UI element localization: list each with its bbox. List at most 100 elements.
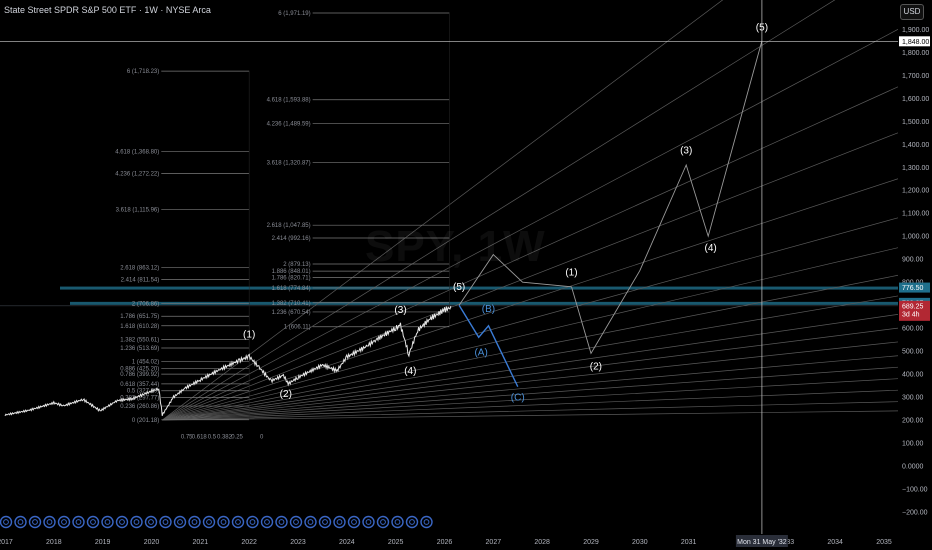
x-tick-label: 2026 (437, 539, 453, 546)
wave-label: (4) (705, 243, 717, 254)
y-tick-label: 1,000.00 (902, 234, 929, 241)
event-marker-icon[interactable] (217, 515, 230, 529)
y-tick-label: −100.00 (902, 487, 928, 494)
fan-line (162, 274, 899, 421)
event-marker-icon[interactable] (72, 515, 85, 529)
y-tick-label: 600.00 (902, 326, 924, 333)
event-marker-icon[interactable] (202, 515, 216, 529)
fib-bottom-label: 0.25 (231, 435, 243, 441)
fan-line (162, 410, 899, 421)
event-marker-inner (409, 519, 415, 525)
crosshair-price-badge-bg (899, 36, 930, 47)
event-marker-inner (235, 519, 241, 525)
y-axis[interactable]: 1,900.00 1,800.00 1,700.00 1,600.00 1,500.00… (902, 27, 929, 517)
wave-label-corrective: (C) (511, 393, 525, 404)
event-marker-icon[interactable] (130, 515, 143, 529)
event-marker-icon[interactable] (0, 515, 13, 529)
event-marker-icon[interactable] (260, 515, 274, 529)
event-marker-icon[interactable] (376, 515, 390, 529)
fib-left-level-label: 0.382 (297.77) (120, 396, 159, 402)
event-marker-icon[interactable] (86, 515, 100, 529)
resistance-zone (0, 286, 898, 307)
wave-label-corrective: (B) (482, 304, 495, 315)
wave-label: (3) (680, 145, 692, 156)
price-series (4, 305, 452, 417)
event-marker-icon[interactable] (188, 515, 201, 529)
fib-right-level-label: 1.382 (710.41) (272, 301, 311, 307)
wave-label: (1) (565, 267, 577, 278)
event-marker-icon[interactable] (420, 515, 433, 529)
fib-levels: 6 (1,718.23) 4.618 (1,368.80) 4.236 (1,272… (115, 11, 450, 441)
crosshair-date-bg (735, 535, 788, 547)
fan-line (162, 366, 899, 421)
event-marker-icon[interactable] (304, 515, 317, 529)
fib-left-level-label: 6 (1,718.23) (127, 69, 159, 75)
event-marker-icon[interactable] (289, 515, 303, 529)
fib-bottom-label: 0.75 (181, 435, 193, 441)
event-marker-inner (104, 519, 111, 525)
event-marker-inner (3, 519, 9, 525)
event-marker-icon[interactable] (318, 515, 332, 529)
fib-left-level-label: 2.618 (863.12) (120, 266, 159, 272)
event-markers[interactable] (0, 515, 433, 529)
wave-white-path (458, 40, 763, 355)
event-marker-icon[interactable] (14, 515, 27, 529)
y-tick-label: −200.00 (902, 510, 928, 517)
fib-left-level-label: 3.618 (1,115.96) (116, 208, 160, 214)
current-price-badge-bg (899, 300, 930, 321)
x-tick-label: 2035 (876, 539, 892, 546)
fan-lines (162, 0, 899, 421)
event-marker-inner (264, 519, 270, 525)
event-marker-inner (148, 519, 154, 525)
event-marker-icon[interactable] (43, 515, 56, 529)
wave-label: (5) (453, 282, 465, 293)
y-tick-label: 300.00 (902, 395, 924, 402)
fan-line (162, 389, 899, 421)
fib-bottom-label: 0.5 (208, 435, 217, 441)
event-marker-icon[interactable] (333, 515, 346, 529)
wave-label: (2) (590, 362, 602, 373)
event-marker-icon[interactable] (246, 515, 259, 529)
event-marker-inner (351, 519, 357, 525)
x-tick-label: 2025 (388, 539, 404, 546)
event-marker-icon[interactable] (115, 515, 129, 529)
fan-line (162, 327, 899, 421)
wave-blue-path (458, 304, 519, 388)
fib-right-level-label: 1.236 (670.54) (272, 310, 311, 316)
event-marker-icon[interactable] (159, 515, 172, 529)
y-tick-label: 1,900.00 (902, 27, 929, 34)
currency-selector[interactable]: USD (900, 4, 924, 20)
fib-left-level-label: 4.618 (1,368.80) (115, 149, 159, 155)
event-marker-icon[interactable] (173, 515, 187, 529)
y-tick-label: 500.00 (902, 349, 924, 356)
wave-label: (1) (243, 329, 255, 340)
event-marker-icon[interactable] (405, 515, 419, 529)
fib-right-level-label: 1.618 (774.84) (272, 286, 311, 292)
fib-right-level-label: 2.414 (992.16) (272, 236, 311, 242)
zone-upper-badge-bg (899, 282, 930, 293)
fib-left-level-label: 1 (454.02) (132, 360, 159, 366)
fib-bottom-label: 0.382 (217, 435, 233, 441)
event-marker-inner (365, 519, 372, 525)
event-marker-icon[interactable] (347, 515, 361, 529)
event-marker-inner (206, 519, 212, 525)
event-marker-icon[interactable] (275, 515, 288, 529)
event-marker-icon[interactable] (57, 515, 71, 529)
event-marker-icon[interactable] (101, 515, 114, 529)
x-tick-label: 2019 (95, 539, 111, 546)
fib-right-level-label: 1.786 (820.71) (272, 275, 311, 281)
event-marker-inner (17, 519, 24, 525)
event-marker-icon[interactable] (28, 515, 42, 529)
event-marker-icon[interactable] (144, 515, 158, 529)
event-marker-icon[interactable] (391, 515, 404, 529)
fan-line (162, 217, 899, 421)
fan-line (162, 29, 899, 421)
zone-lower-band (70, 301, 898, 305)
event-marker-inner (220, 519, 227, 525)
fib-right-level-label: 3.618 (1,320.87) (267, 160, 311, 166)
event-marker-inner (394, 519, 401, 525)
event-marker-icon[interactable] (362, 515, 375, 529)
event-marker-inner (293, 519, 299, 525)
event-marker-icon[interactable] (231, 515, 245, 529)
